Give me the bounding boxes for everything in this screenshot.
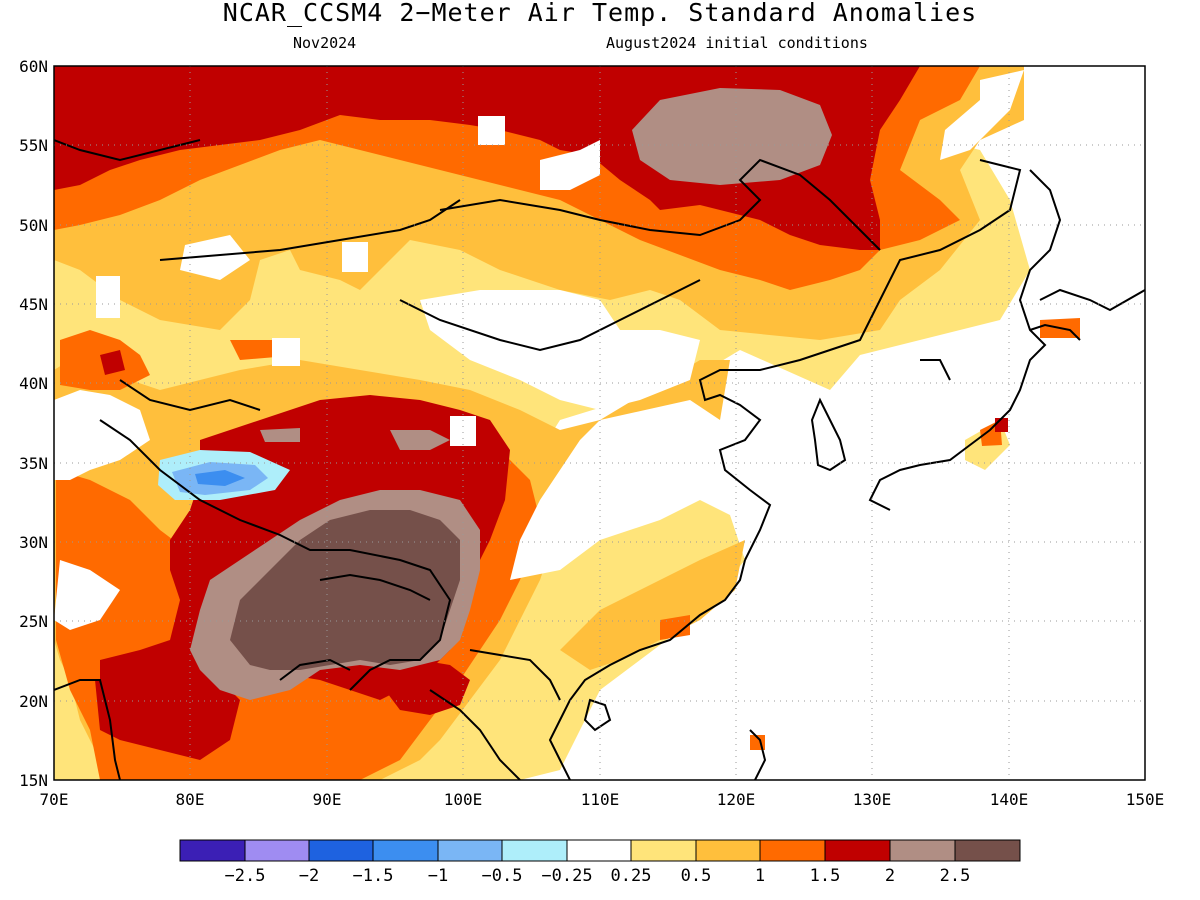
lat-label-50n: 50N: [19, 216, 48, 235]
colorbar-swatch: [437, 839, 503, 862]
colorbar-label: 0.25: [610, 866, 652, 886]
graticule: [54, 66, 1145, 780]
anomaly-region-neg-1-5: [195, 470, 245, 486]
lon-label-70e: 70E: [39, 790, 69, 809]
lat-label-40n: 40N: [19, 374, 48, 393]
lon-label-120e: 120E: [716, 790, 756, 809]
colorbar-swatch: [179, 839, 246, 862]
lat-label-20n: 20N: [19, 692, 48, 711]
colorbar-swatch: [308, 839, 374, 862]
neutral-patches: [54, 70, 1024, 630]
colorbar-label: 1.5: [809, 866, 841, 886]
colorbar-swatch: [889, 839, 956, 862]
lon-label-140e: 140E: [989, 790, 1029, 809]
colorbar-label: −2: [298, 866, 320, 886]
forecast-month: Nov2024: [293, 34, 357, 52]
colorbar-label: 1: [754, 866, 766, 886]
colorbar-swatch: [372, 839, 439, 862]
lon-label-90e: 90E: [312, 790, 342, 809]
colorbar-swatch: [759, 839, 826, 862]
lat-label-25n: 25N: [19, 612, 48, 631]
lat-label-15n: 15N: [19, 771, 48, 790]
colorbar: [179, 839, 1021, 862]
lon-label-130e: 130E: [852, 790, 892, 809]
lon-label-150e: 150E: [1125, 790, 1165, 809]
colorbar-label: 2: [884, 866, 896, 886]
colorbar-swatch: [244, 839, 310, 862]
map-title: NCAR_CCSM4 2−Meter Air Temp. Standard An…: [222, 0, 978, 27]
colorbar-swatch: [630, 839, 697, 862]
colorbar-swatch: [824, 839, 891, 862]
anomaly-region-2-5: [230, 510, 460, 670]
lon-label-80e: 80E: [175, 790, 205, 809]
colorbar-swatch: [566, 839, 632, 862]
colorbar-label: −0.5: [481, 866, 523, 886]
colorbar-swatch: [954, 839, 1021, 862]
lat-label-35n: 35N: [19, 454, 48, 473]
map-field: [54, 66, 1145, 780]
colorbar-label: −0.25: [541, 866, 593, 886]
colorbar-label: −1.5: [352, 866, 394, 886]
lat-label-30n: 30N: [19, 533, 48, 552]
lat-label-55n: 55N: [19, 136, 48, 155]
colorbar-label: −2.5: [224, 866, 266, 886]
colorbar-label: 2.5: [939, 866, 971, 886]
colorbar-label: −1: [427, 866, 449, 886]
colorbar-swatch: [501, 839, 568, 862]
initial-conditions-label: August2024 initial conditions: [606, 34, 868, 52]
lat-label-60n: 60N: [19, 57, 48, 76]
lon-label-110e: 110E: [580, 790, 620, 809]
colorbar-swatch: [695, 839, 761, 862]
lon-label-100e: 100E: [443, 790, 483, 809]
lat-label-45n: 45N: [19, 295, 48, 314]
colorbar-label: 0.5: [680, 866, 712, 886]
coastlines-borders: [54, 139, 1145, 780]
map-frame: [53, 65, 1146, 781]
